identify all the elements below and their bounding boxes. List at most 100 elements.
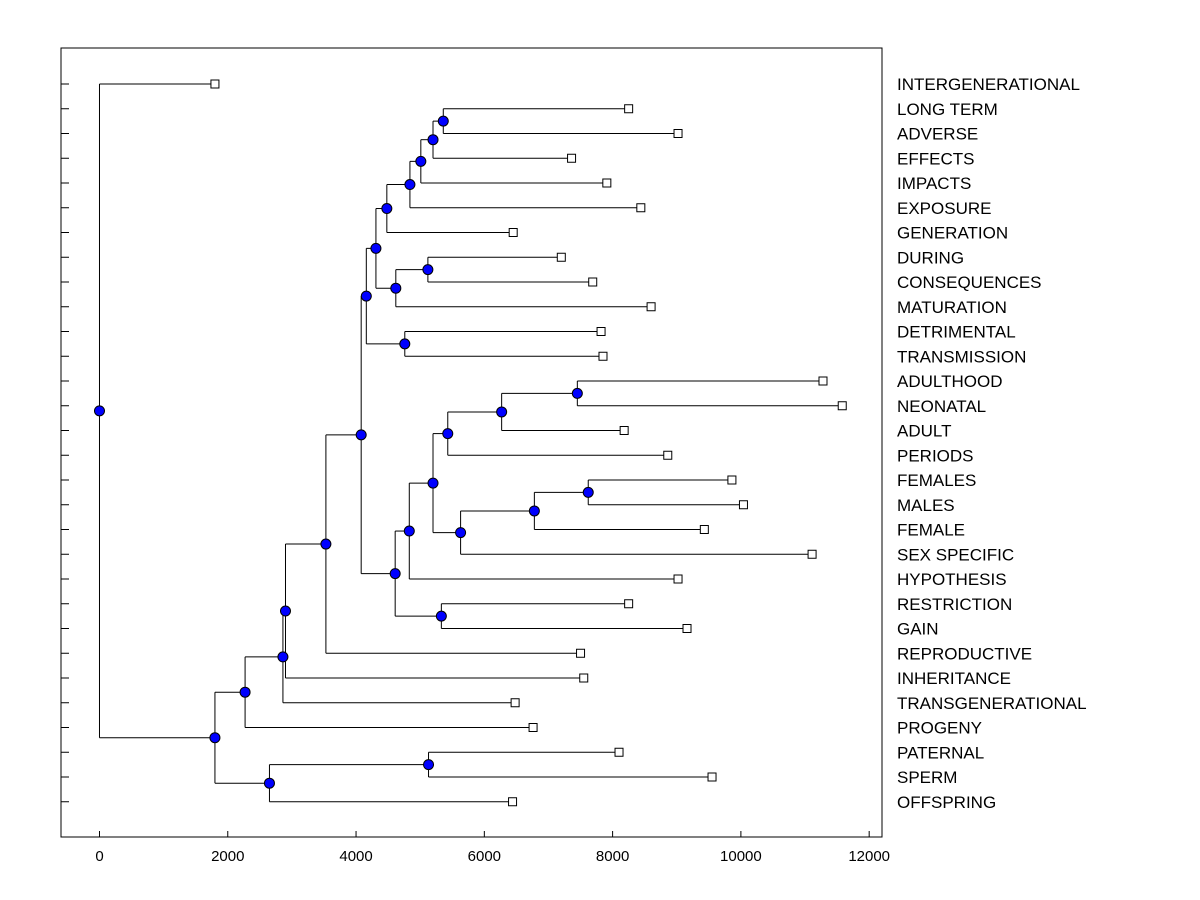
merge-node-19	[389, 568, 401, 580]
leaf-label-exposure: EXPOSURE	[897, 199, 991, 218]
merge-node-6	[390, 282, 402, 294]
leaf-marker-generation	[508, 228, 518, 237]
leaf-marker-impacts	[602, 178, 612, 188]
leaf-marker-sex-specific	[807, 549, 817, 559]
leaf-label-generation: GENERATION	[897, 224, 1008, 243]
leaf-label-transmission: TRANSMISSION	[897, 347, 1026, 366]
leaf-marker-sperm	[707, 772, 717, 782]
merge-node-0	[437, 115, 449, 127]
merge-node-5	[422, 264, 434, 276]
leaf-marker-transgenerational	[510, 698, 520, 708]
leaf-label-adulthood: ADULTHOOD	[897, 372, 1002, 391]
leaf-marker-transmission	[598, 351, 608, 361]
x-tick-label-12000: 12000	[848, 848, 890, 865]
merge-node-21	[320, 538, 332, 550]
leaf-label-intergenerational: INTERGENERATIONAL	[897, 75, 1080, 94]
x-tick-label-0: 0	[95, 848, 103, 865]
leaf-marker-adulthood	[818, 376, 828, 386]
leaf-marker-inheritance	[579, 673, 589, 683]
leaf-label-restriction: RESTRICTION	[897, 595, 1012, 614]
merge-node-14	[528, 505, 540, 517]
leaf-label-males: MALES	[897, 496, 955, 515]
y-tick-marks	[61, 83, 69, 803]
merge-node-16	[427, 477, 439, 489]
x-tick-label-8000: 8000	[596, 848, 629, 865]
merge-node-8	[399, 338, 411, 350]
merge-node-28	[93, 405, 105, 417]
leaf-label-adult: ADULT	[897, 422, 951, 441]
leaf-marker-exposure	[636, 203, 646, 213]
plot-frame	[60, 47, 883, 838]
merge-node-3	[404, 179, 416, 191]
leaf-marker-maturation	[646, 302, 656, 312]
leaf-marker-progeny	[528, 723, 538, 732]
merge-node-9	[360, 290, 372, 302]
merge-node-2	[415, 155, 427, 167]
leaf-label-hypothesis: HYPOTHESIS	[897, 570, 1007, 589]
leaf-marker-adverse	[673, 129, 683, 138]
merge-node-18	[435, 610, 447, 622]
leaf-label-offspring: OFFSPRING	[897, 793, 996, 812]
leaf-label-sex-specific: SEX SPECIFIC	[897, 545, 1014, 564]
merge-node-10	[571, 387, 583, 399]
merge-node-12	[442, 428, 454, 440]
x-tick-label-4000: 4000	[339, 848, 372, 865]
leaf-label-maturation: MATURATION	[897, 298, 1007, 317]
leaf-label-progeny: PROGENY	[897, 719, 982, 738]
merge-node-24	[239, 686, 251, 698]
merge-node-22	[279, 605, 291, 617]
leaf-marker-during	[556, 252, 566, 262]
leaf-label-sperm: SPERM	[897, 768, 957, 787]
leaf-marker-reproductive	[576, 648, 586, 658]
leaf-labels: INTERGENERATIONAL LONG TERM ADVERSE EFFECTS…	[897, 75, 1087, 812]
leaf-marker-effects	[567, 153, 577, 163]
leaf-marker-males	[738, 500, 748, 510]
leaf-marker-paternal	[614, 747, 624, 757]
leaf-label-female: FEMALE	[897, 521, 965, 540]
leaf-marker-detrimental	[596, 327, 606, 336]
leaf-label-during: DURING	[897, 248, 964, 267]
leaf-label-gain: GAIN	[897, 620, 939, 639]
leaf-label-paternal: PATERNAL	[897, 743, 984, 762]
leaf-label-reproductive: REPRODUCTIVE	[897, 644, 1032, 663]
leaf-label-adverse: ADVERSE	[897, 125, 978, 144]
leaf-marker-neonatal	[837, 401, 847, 411]
leaf-marker-restriction	[624, 599, 634, 609]
merge-node-7	[370, 242, 382, 254]
leaf-label-inheritance: INHERITANCE	[897, 669, 1011, 688]
x-tick-label-2000: 2000	[211, 848, 244, 865]
merge-node-17	[403, 525, 415, 537]
leaf-marker-offspring	[508, 797, 518, 807]
leaf-label-effects: EFFECTS	[897, 149, 974, 168]
leaf-label-impacts: IMPACTS	[897, 174, 971, 193]
leaf-marker-female	[699, 525, 709, 534]
merge-node-27	[209, 732, 221, 744]
leaf-markers	[210, 79, 847, 807]
leaf-label-long-term: LONG TERM	[897, 100, 998, 119]
merge-node-13	[582, 486, 594, 498]
merge-node-11	[496, 406, 508, 418]
leaf-label-neonatal: NEONATAL	[897, 397, 986, 416]
leaf-marker-periods	[663, 450, 673, 460]
merge-node-25	[423, 759, 435, 771]
merge-node-15	[455, 527, 467, 539]
merge-node-20	[355, 429, 367, 441]
leaf-marker-hypothesis	[673, 574, 683, 584]
tree-edges	[98, 83, 843, 803]
leaf-marker-long-term	[624, 104, 634, 114]
merge-node-26	[263, 777, 275, 789]
leaf-marker-females	[727, 475, 737, 485]
leaf-marker-intergenerational	[210, 79, 220, 89]
merge-node-4	[381, 203, 393, 215]
leaf-marker-gain	[682, 624, 692, 633]
x-tick-label-10000: 10000	[720, 848, 762, 865]
leaf-label-transgenerational: TRANSGENERATIONAL	[897, 694, 1087, 713]
leaf-label-detrimental: DETRIMENTAL	[897, 323, 1016, 342]
x-axis: 0 2000 4000 6000 8000 10000 12000	[95, 831, 890, 865]
merge-nodes	[93, 115, 594, 789]
merge-node-23	[277, 651, 289, 663]
leaf-marker-adult	[619, 426, 629, 435]
leaf-label-periods: PERIODS	[897, 446, 974, 465]
